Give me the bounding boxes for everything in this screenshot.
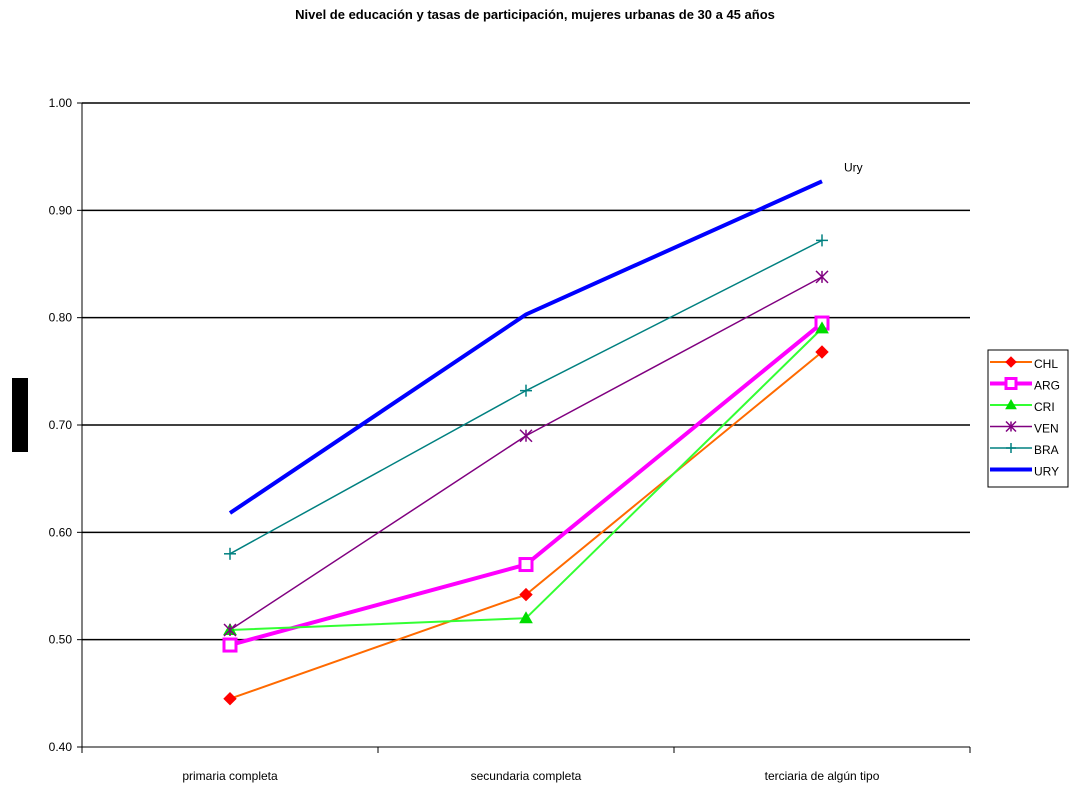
- data-point: [518, 557, 534, 573]
- x-tick-label: primaria completa: [182, 769, 278, 783]
- data-point: [1005, 356, 1017, 368]
- data-point: [1005, 398, 1017, 410]
- axes: 0.40 0.50 0.60 0.70 0.80 0.90 1.00 primaria com…: [49, 96, 971, 783]
- legend-item: URY: [990, 465, 1059, 479]
- series-line-ury: [228, 179, 823, 515]
- legend-label: ARG: [1034, 379, 1060, 393]
- legend-label: CRI: [1034, 400, 1055, 414]
- data-point: [223, 691, 237, 706]
- data-point: [520, 384, 532, 397]
- y-tick-label: 0.90: [49, 203, 73, 217]
- y-tick-label: 0.50: [49, 633, 73, 647]
- legend: CHL ARG CRI VEN BRA URY: [987, 349, 1069, 488]
- legend-item: VEN: [990, 420, 1059, 436]
- series-line-cri: [229, 327, 823, 632]
- legend-label: URY: [1034, 465, 1059, 479]
- x-tick-label: secundaria completa: [471, 769, 582, 783]
- data-point: [815, 270, 829, 284]
- y-tick-label: 0.80: [49, 311, 73, 325]
- legend-label: CHL: [1034, 357, 1058, 371]
- legend-label: BRA: [1034, 443, 1059, 457]
- legend-box: [987, 349, 1069, 488]
- data-point: [1006, 443, 1016, 453]
- data-point: [1004, 377, 1018, 390]
- chart-title: Nivel de educación y tasas de participac…: [295, 7, 775, 22]
- series-line-chl: [229, 351, 823, 700]
- annotations: Ury: [844, 160, 863, 174]
- data-point: [224, 547, 236, 560]
- data-point: [222, 637, 238, 653]
- legend-item: BRA: [990, 443, 1059, 457]
- y-axis-label-box: [12, 378, 28, 452]
- data-point: [519, 611, 533, 624]
- data-point: [815, 321, 829, 334]
- series-annotation: Ury: [844, 160, 863, 174]
- data-point: [519, 429, 533, 443]
- legend-item: CRI: [990, 398, 1055, 414]
- y-tick-label: 0.60: [49, 525, 73, 539]
- series-lines: [222, 179, 830, 706]
- legend-item: CHL: [990, 356, 1058, 371]
- legend-item: ARG: [990, 377, 1060, 393]
- data-point: [1005, 420, 1017, 433]
- data-point: [223, 623, 237, 637]
- y-tick-label: 0.70: [49, 418, 73, 432]
- data-point: [815, 345, 829, 359]
- x-tick-label: terciaria de algún tipo: [765, 769, 880, 783]
- legend-label: VEN: [1034, 422, 1059, 436]
- data-point: [816, 234, 828, 247]
- y-tick-label: 0.40: [49, 740, 73, 754]
- y-tick-label: 1.00: [49, 96, 73, 110]
- data-point: [519, 587, 533, 602]
